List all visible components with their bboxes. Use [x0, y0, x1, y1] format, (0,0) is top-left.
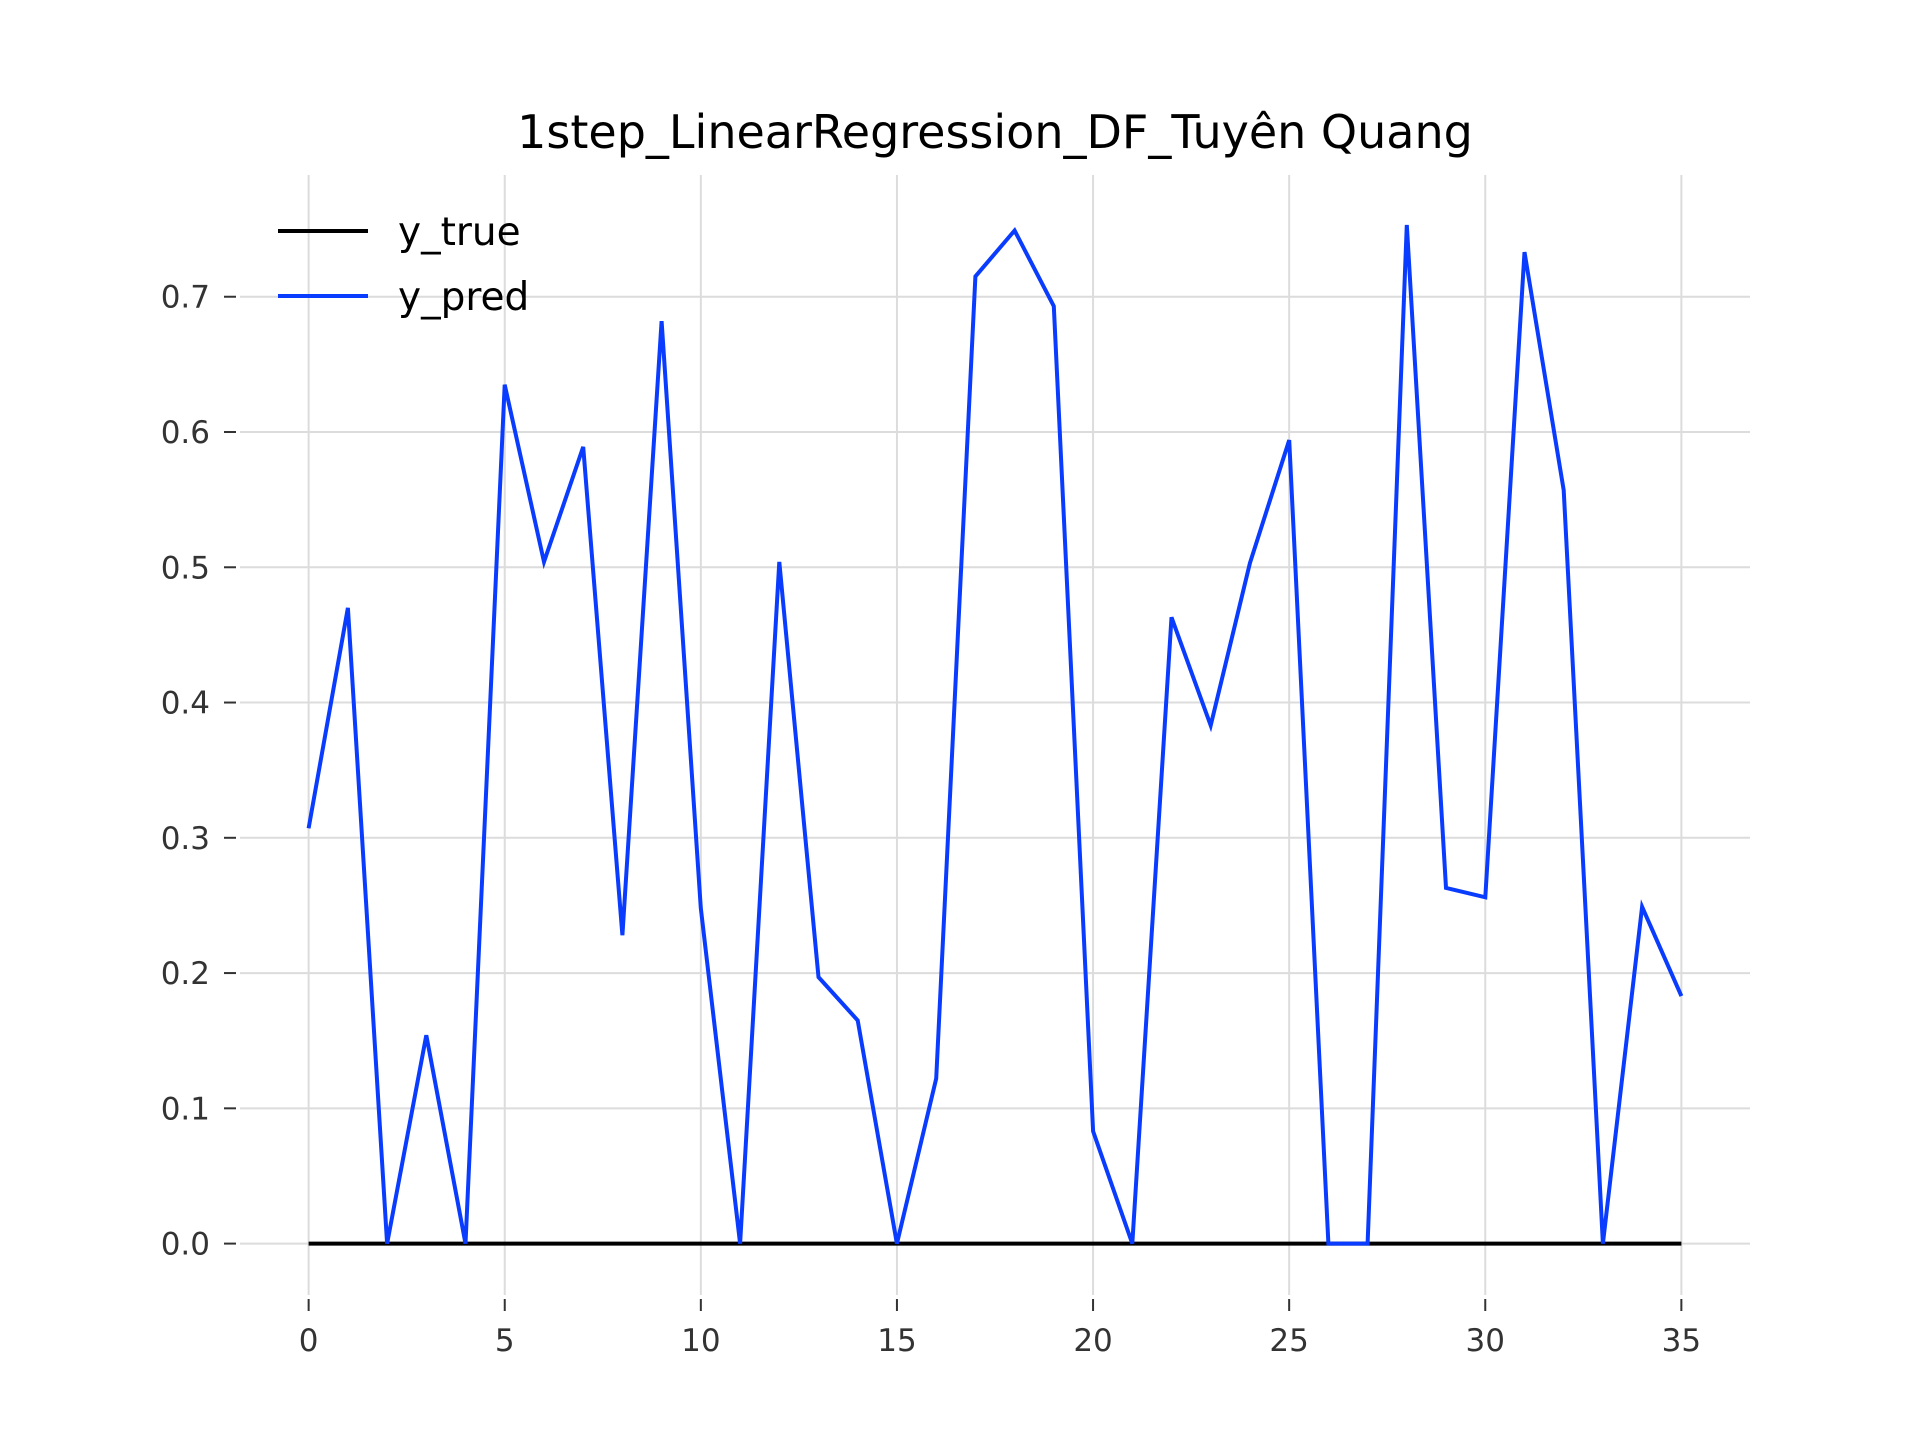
x-tick-label: 20 — [1073, 1323, 1112, 1359]
x-tick-label: 0 — [299, 1323, 319, 1359]
y-tick-label: 0.5 — [161, 550, 210, 586]
x-tick-label: 10 — [681, 1323, 720, 1359]
y-tick-label: 0.3 — [161, 821, 210, 857]
legend-label: y_true — [398, 210, 521, 255]
x-axis-ticks: 0 5 10 15 20 25 30 35 — [299, 1299, 1701, 1359]
y-tick-label: 0.0 — [161, 1227, 210, 1263]
x-tick-label: 15 — [877, 1323, 916, 1359]
legend-label: y_pred — [398, 275, 529, 320]
x-tick-label: 30 — [1466, 1323, 1505, 1359]
legend: y_true y_pred — [278, 210, 529, 320]
series-lines — [306, 224, 1684, 1246]
y-tick-label: 0.4 — [161, 686, 210, 722]
y-axis-ticks: 0.0 0.1 0.2 0.3 0.4 0.5 0.6 0.7 — [161, 280, 236, 1263]
y-tick-label: 0.7 — [161, 280, 210, 316]
series-line-y-pred — [306, 224, 1684, 1246]
y-tick-label: 0.2 — [161, 956, 210, 992]
x-tick-label: 35 — [1662, 1323, 1701, 1359]
x-tick-label: 5 — [495, 1323, 515, 1359]
chart-title: 1step_LinearRegression_DF_Tuyên Quang — [517, 105, 1473, 159]
grid-lines — [240, 175, 1750, 1295]
y-tick-label: 0.1 — [161, 1091, 210, 1127]
x-tick-label: 25 — [1269, 1323, 1308, 1359]
y-tick-label: 0.6 — [161, 415, 210, 451]
